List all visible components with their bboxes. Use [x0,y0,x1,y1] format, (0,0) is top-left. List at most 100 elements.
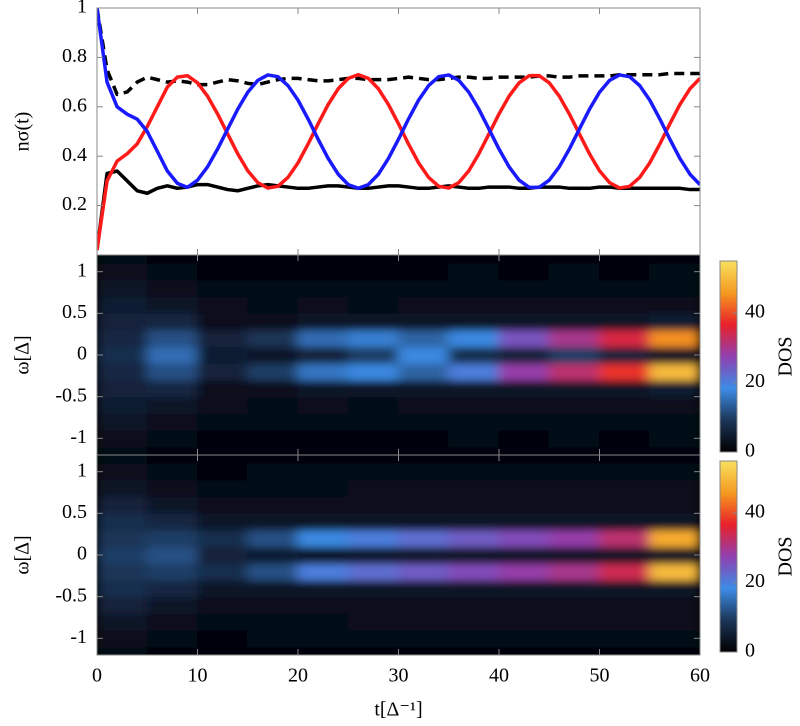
heat-cell [347,412,399,431]
heat-cell [247,629,299,648]
heat-cell [498,462,550,481]
heat-cell [649,429,700,448]
heat-cell [398,262,450,281]
heat-cell [398,546,450,564]
heat-cell [398,579,450,598]
heat-cell [297,629,349,648]
heat-cell [146,396,198,414]
heat-cell [247,379,299,398]
heat-cell [649,455,700,464]
heat-cell [347,462,399,481]
heat-cell [146,329,198,348]
heat-cell [599,296,651,314]
heat-cell [97,346,148,364]
heat-cell [297,462,349,481]
heat-cell [197,312,249,331]
heat-cell [599,596,651,614]
heat-cell [548,512,600,531]
heat-cell [347,379,399,398]
heat-cell [97,362,148,381]
heat-cell [97,312,148,331]
heat-cell [97,412,148,431]
heat-cell [247,396,299,414]
heat-cell [197,629,249,648]
heat-cell [448,455,500,464]
heat-cell [548,362,600,381]
heat-cell [97,579,148,598]
heat-cell [498,412,550,431]
heat-cell [197,279,249,298]
heat-cell [297,329,349,348]
heat-cell [649,462,700,481]
heat-cell [247,455,299,464]
y-tick-label: 0.8 [62,45,87,67]
heat-cell [599,262,651,281]
heat-cell [599,412,651,431]
heat-cell [297,262,349,281]
heat-cell [347,529,399,548]
heat-cell [97,529,148,548]
heat-cell [498,279,550,298]
heat-cell [197,296,249,314]
heat-cell [297,546,349,564]
panel: 0 20 40 DOS -1 -0.5 0 0.5 1 ω[Δ] [12,254,797,462]
heat-cell [347,296,399,314]
heat-cell [197,329,249,348]
heat-cell [146,479,198,498]
heat-cell [548,379,600,398]
colorbar-label: DOS [775,536,797,576]
series-line [97,169,700,251]
heat-cell [97,396,148,414]
colorbar-tick-label: 20 [745,570,765,592]
heat-cell [97,596,148,614]
heat-cell [146,312,198,331]
heat-cell [548,396,600,414]
heat-cell [398,612,450,631]
heat-cell [297,496,349,514]
heatmap [97,255,700,455]
heat-cell [548,612,600,631]
heat-cell [398,446,450,455]
heat-cell [448,362,500,381]
heat-cell [599,429,651,448]
heat-cell [197,562,249,581]
heat-cell [347,329,399,348]
heat-cell [649,412,700,431]
heat-cell [649,629,700,648]
heat-cell [398,379,450,398]
heat-cell [649,346,700,364]
heat-cell [599,529,651,548]
y-tick-label: 1 [77,259,87,281]
heat-cell [448,612,500,631]
heat-cell [97,379,148,398]
heat-cell [498,512,550,531]
heat-cell [649,329,700,348]
heat-cell [197,412,249,431]
heat-cell [197,596,249,614]
heat-cell [398,479,450,498]
heat-cell [97,255,148,264]
heat-cell [247,262,299,281]
x-tick-label: 60 [690,665,710,687]
colorbar [719,460,738,653]
y-tick-label: -1 [70,626,87,648]
panel: 0 20 40 DOS -1 -0.5 0 0.5 1 ω[Δ] 0 10 20 30 40 50 60 t[Δ⁻… [12,454,797,721]
heat-cell [548,546,600,564]
heat-cell [599,279,651,298]
heat-cell [347,579,399,598]
heat-cell [498,479,550,498]
heat-cell [599,579,651,598]
heat-cell [448,312,500,331]
heat-cell [247,412,299,431]
heat-cell [297,255,349,264]
heat-cell [197,262,249,281]
heat-cell [649,512,700,531]
heat-cell [448,329,500,348]
heat-cell [197,362,249,381]
heat-cell [548,279,600,298]
heat-cell [146,429,198,448]
heat-cell [247,612,299,631]
heat-cell [498,446,550,455]
y-tick-label: 0 [77,343,87,365]
x-tick-label: 10 [188,665,208,687]
